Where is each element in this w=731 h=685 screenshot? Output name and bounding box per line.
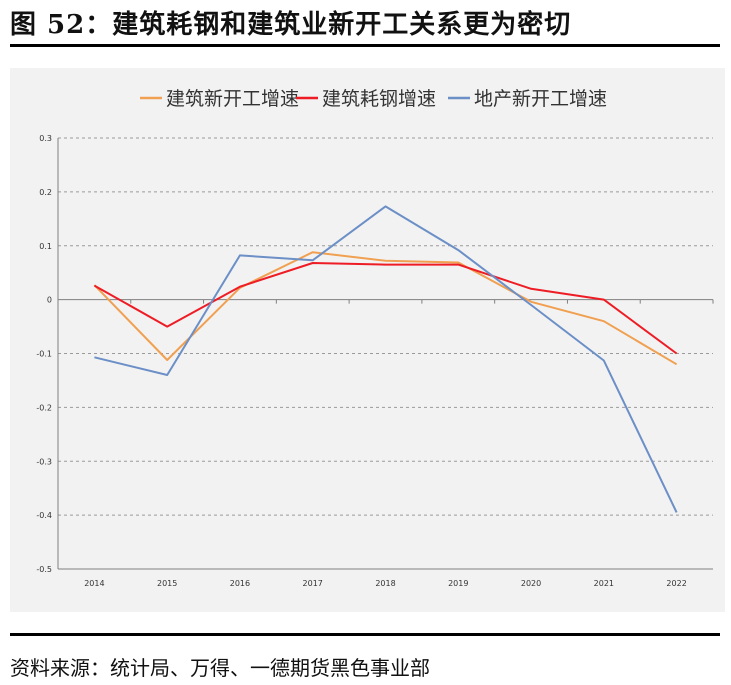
y-tick-label: -0.5 xyxy=(36,565,52,574)
source-note: 资料来源：统计局、万得、一德期货黑色事业部 xyxy=(10,656,430,680)
y-tick-label: -0.4 xyxy=(36,511,52,520)
series-line xyxy=(93,251,678,366)
top-rule xyxy=(10,44,720,47)
series-line xyxy=(94,205,678,513)
x-tick-label: 2014 xyxy=(84,579,104,588)
series-line xyxy=(93,262,678,355)
y-tick-label: 0.3 xyxy=(39,134,52,143)
y-tick-label: -0.1 xyxy=(36,350,52,359)
x-tick-label: 2022 xyxy=(666,579,686,588)
y-tick-label: 0.2 xyxy=(39,188,52,197)
x-tick-label: 2020 xyxy=(521,579,541,588)
x-tick-label: 2018 xyxy=(375,579,395,588)
legend-label: 地产新开工增速 xyxy=(474,88,607,110)
y-tick-label: 0 xyxy=(47,296,52,305)
x-tick-label: 2021 xyxy=(594,579,614,588)
x-tick-label: 2017 xyxy=(303,579,323,588)
x-tick-label: 2019 xyxy=(448,579,468,588)
figure-title: 图 52：建筑耗钢和建筑业新开工关系更为密切 xyxy=(10,10,572,40)
x-tick-label: 2015 xyxy=(157,579,177,588)
bottom-rule xyxy=(10,633,720,636)
y-tick-label: -0.2 xyxy=(36,403,52,412)
legend-label: 建筑新开工增速 xyxy=(166,88,299,110)
y-tick-label: -0.3 xyxy=(36,457,52,466)
x-tick-label: 2016 xyxy=(230,579,250,588)
y-tick-label: 0.1 xyxy=(39,242,52,251)
legend-label: 建筑耗钢增速 xyxy=(322,88,436,110)
chart-panel xyxy=(10,68,725,612)
